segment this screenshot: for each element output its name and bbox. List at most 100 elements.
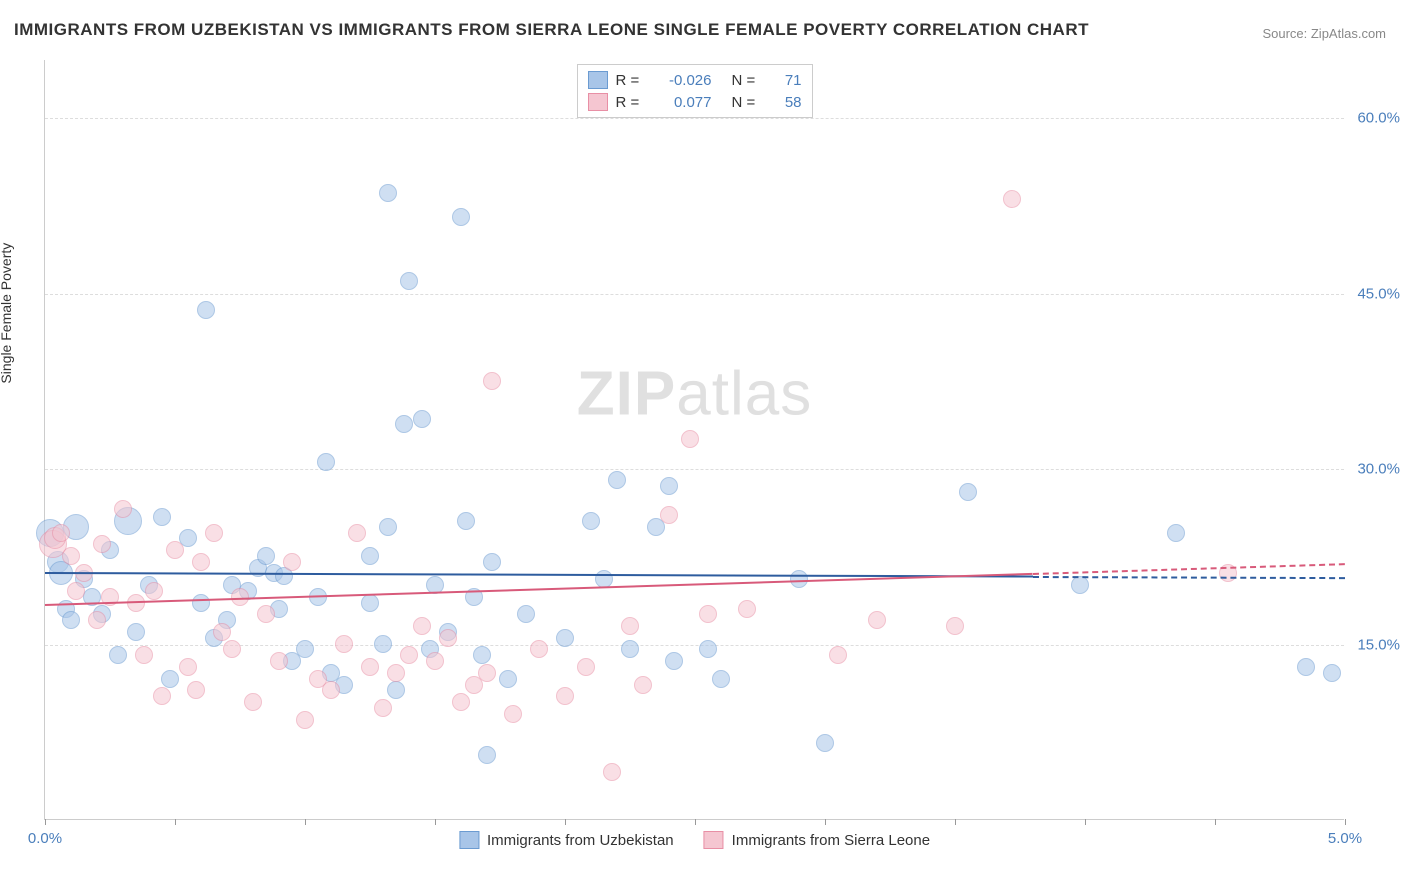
scatter-point (457, 512, 475, 530)
scatter-point (283, 553, 301, 571)
legend-series-name: Immigrants from Uzbekistan (487, 832, 674, 849)
scatter-point (244, 693, 262, 711)
y-axis-label: Single Female Poverty (0, 243, 14, 384)
y-tick-label: 60.0% (1357, 110, 1400, 127)
scatter-point (62, 547, 80, 565)
scatter-point (52, 524, 70, 542)
x-tick (1085, 819, 1086, 825)
scatter-point (1167, 524, 1185, 542)
scatter-point (478, 664, 496, 682)
scatter-point (517, 605, 535, 623)
x-tick (695, 819, 696, 825)
legend-n-value: 58 (768, 94, 802, 111)
scatter-point (556, 629, 574, 647)
scatter-point (660, 477, 678, 495)
x-tick-label: 0.0% (28, 830, 62, 847)
scatter-point (223, 640, 241, 658)
scatter-point (317, 453, 335, 471)
scatter-point (62, 611, 80, 629)
scatter-point (1323, 664, 1341, 682)
scatter-point (296, 711, 314, 729)
scatter-point (361, 547, 379, 565)
x-tick (1215, 819, 1216, 825)
scatter-point (829, 646, 847, 664)
scatter-point (296, 640, 314, 658)
scatter-point (413, 617, 431, 635)
scatter-point (374, 699, 392, 717)
scatter-point (608, 471, 626, 489)
legend-r-value: 0.077 (652, 94, 712, 111)
scatter-point (478, 746, 496, 764)
legend-n-label: N = (732, 94, 760, 111)
chart-title: IMMIGRANTS FROM UZBEKISTAN VS IMMIGRANTS… (14, 20, 1089, 40)
legend-n-value: 71 (768, 72, 802, 89)
scatter-point (959, 483, 977, 501)
scatter-point (621, 640, 639, 658)
legend-series-name: Immigrants from Sierra Leone (732, 832, 930, 849)
legend-n-label: N = (732, 72, 760, 89)
scatter-point (499, 670, 517, 688)
scatter-point (88, 611, 106, 629)
legend-stats-row: R =0.077N =58 (588, 91, 802, 113)
scatter-point (67, 582, 85, 600)
legend-r-value: -0.026 (652, 72, 712, 89)
x-tick (955, 819, 956, 825)
scatter-point (374, 635, 392, 653)
scatter-point (161, 670, 179, 688)
y-tick-label: 45.0% (1357, 285, 1400, 302)
legend-series-item: Immigrants from Uzbekistan (459, 831, 674, 849)
scatter-point (473, 646, 491, 664)
watermark-rest: atlas (676, 359, 812, 428)
scatter-point (166, 541, 184, 559)
scatter-point (379, 518, 397, 536)
scatter-point (135, 646, 153, 664)
scatter-point (1071, 576, 1089, 594)
scatter-point (556, 687, 574, 705)
scatter-point (322, 681, 340, 699)
scatter-point (335, 635, 353, 653)
scatter-point (270, 652, 288, 670)
watermark-bold: ZIP (577, 359, 676, 428)
scatter-point (413, 410, 431, 428)
source-label: Source: ZipAtlas.com (1262, 26, 1386, 41)
scatter-point (738, 600, 756, 618)
x-tick (1345, 819, 1346, 825)
grid-line (45, 294, 1344, 295)
legend-swatch (588, 71, 608, 89)
legend-series: Immigrants from Uzbekistan Immigrants fro… (459, 831, 930, 849)
scatter-point (400, 272, 418, 290)
y-tick-label: 30.0% (1357, 461, 1400, 478)
scatter-point (153, 687, 171, 705)
scatter-point (621, 617, 639, 635)
scatter-point (530, 640, 548, 658)
scatter-point (93, 535, 111, 553)
scatter-point (145, 582, 163, 600)
scatter-point (348, 524, 366, 542)
scatter-point (153, 508, 171, 526)
scatter-point (577, 658, 595, 676)
scatter-point (192, 553, 210, 571)
scatter-point (197, 301, 215, 319)
x-tick (175, 819, 176, 825)
legend-swatch (704, 831, 724, 849)
legend-swatch (588, 93, 608, 111)
scatter-point (868, 611, 886, 629)
scatter-point (192, 594, 210, 612)
scatter-point (582, 512, 600, 530)
scatter-point (946, 617, 964, 635)
y-tick-label: 15.0% (1357, 636, 1400, 653)
scatter-point (816, 734, 834, 752)
scatter-point (387, 681, 405, 699)
scatter-point (361, 594, 379, 612)
scatter-point (439, 629, 457, 647)
scatter-point (187, 681, 205, 699)
legend-stats-row: R =-0.026N =71 (588, 69, 802, 91)
scatter-point (426, 652, 444, 670)
scatter-point (1003, 190, 1021, 208)
scatter-point (660, 506, 678, 524)
scatter-point (452, 693, 470, 711)
x-tick (45, 819, 46, 825)
trend-line (45, 573, 1033, 606)
scatter-point (400, 646, 418, 664)
scatter-point (452, 208, 470, 226)
